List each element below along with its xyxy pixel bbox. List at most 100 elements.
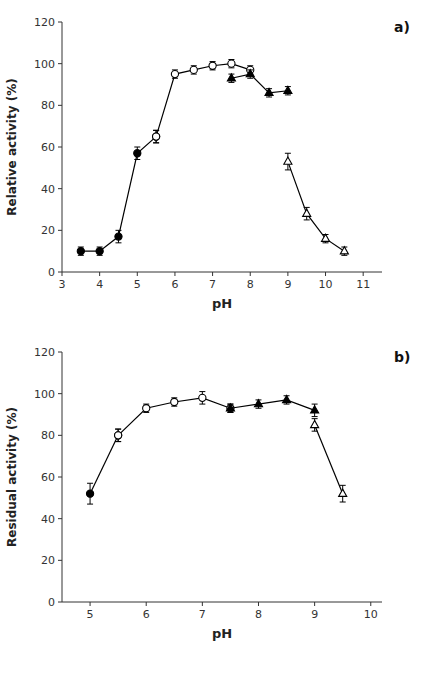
- data-point: [199, 394, 206, 401]
- error-cap: [199, 404, 205, 405]
- data-point: [227, 74, 235, 81]
- series-line: [81, 137, 156, 252]
- y-tick: [58, 352, 62, 353]
- y-axis-label: Relative activity (%): [5, 78, 19, 215]
- error-bar: [171, 398, 177, 406]
- error-bar: [115, 429, 121, 442]
- x-tick: [325, 272, 326, 276]
- error-cap: [340, 485, 346, 486]
- error-cap: [285, 169, 291, 170]
- error-cap: [134, 159, 140, 160]
- x-tick: [90, 602, 91, 606]
- error-cap: [227, 412, 233, 413]
- error-cap: [227, 412, 233, 413]
- data-point: [265, 88, 273, 95]
- error-cap: [341, 255, 347, 256]
- error-cap: [285, 94, 291, 95]
- y-tick-label: 20: [41, 554, 55, 567]
- y-tick: [58, 272, 62, 273]
- data-point: [311, 406, 319, 413]
- error-cap: [115, 441, 121, 442]
- panel-title: b): [394, 349, 410, 365]
- y-tick: [58, 230, 62, 231]
- data-point: [153, 133, 160, 140]
- x-tick-label: 8: [255, 608, 262, 621]
- error-cap: [87, 504, 93, 505]
- y-tick-label: 100: [34, 58, 55, 71]
- error-cap: [153, 142, 159, 143]
- error-cap: [228, 82, 234, 83]
- series-line: [90, 435, 118, 493]
- x-tick-label: 7: [199, 608, 206, 621]
- panel: 34567891011020406080100120pHRelative act…: [5, 16, 410, 311]
- error-cap: [115, 429, 121, 430]
- error-cap: [247, 78, 253, 79]
- x-tick-label: 11: [356, 278, 370, 291]
- error-bar: [115, 429, 121, 442]
- x-tick: [250, 272, 251, 276]
- error-cap: [115, 230, 121, 231]
- error-cap: [304, 207, 310, 208]
- plot-area: [86, 392, 346, 505]
- error-cap: [115, 429, 121, 430]
- data-point: [171, 398, 178, 405]
- error-cap: [115, 441, 121, 442]
- x-tick-label: 5: [134, 278, 141, 291]
- error-bar: [191, 66, 197, 74]
- error-bar: [172, 70, 178, 78]
- y-tick: [58, 105, 62, 106]
- x-tick-label: 3: [59, 278, 66, 291]
- error-bar: [228, 60, 234, 68]
- x-tick: [137, 272, 138, 276]
- x-tick: [287, 272, 288, 276]
- y-tick: [58, 435, 62, 436]
- x-tick: [99, 272, 100, 276]
- x-axis-line: [62, 602, 382, 603]
- data-point: [228, 60, 235, 67]
- x-tick-label: 9: [311, 608, 318, 621]
- error-cap: [285, 153, 291, 154]
- error-bar: [115, 230, 121, 243]
- y-tick: [58, 477, 62, 478]
- x-axis-label: pH: [212, 626, 232, 641]
- data-point: [115, 432, 122, 439]
- data-point: [171, 70, 178, 77]
- error-cap: [153, 142, 159, 143]
- y-tick-label: 80: [41, 429, 55, 442]
- error-bar: [78, 247, 84, 255]
- x-tick: [363, 272, 364, 276]
- data-point: [115, 432, 122, 439]
- x-tick: [202, 602, 203, 606]
- panel: 5678910020406080100120pHResidual activit…: [5, 346, 410, 641]
- x-tick-label: 10: [364, 608, 378, 621]
- x-tick-label: 10: [319, 278, 333, 291]
- error-bar: [143, 404, 149, 412]
- data-point: [86, 490, 93, 497]
- y-tick: [58, 560, 62, 561]
- error-cap: [115, 242, 121, 243]
- x-tick-label: 7: [209, 278, 216, 291]
- y-tick-label: 120: [34, 346, 55, 359]
- series-line: [118, 398, 230, 436]
- y-tick: [58, 22, 62, 23]
- data-point: [284, 157, 292, 164]
- x-tick: [146, 602, 147, 606]
- data-point: [246, 70, 254, 77]
- data-point: [190, 66, 197, 73]
- x-tick: [314, 602, 315, 606]
- y-tick-label: 80: [41, 99, 55, 112]
- y-tick-label: 100: [34, 388, 55, 401]
- x-tick: [62, 272, 63, 276]
- data-point: [339, 489, 347, 496]
- error-cap: [153, 130, 159, 131]
- y-tick: [58, 518, 62, 519]
- data-point: [153, 133, 160, 140]
- error-cap: [134, 147, 140, 148]
- error-bar: [97, 247, 103, 255]
- error-cap: [340, 502, 346, 503]
- x-tick: [212, 272, 213, 276]
- figure: 34567891011020406080100120pHRelative act…: [0, 0, 426, 673]
- data-point: [134, 150, 141, 157]
- data-point: [340, 247, 348, 254]
- error-cap: [199, 391, 205, 392]
